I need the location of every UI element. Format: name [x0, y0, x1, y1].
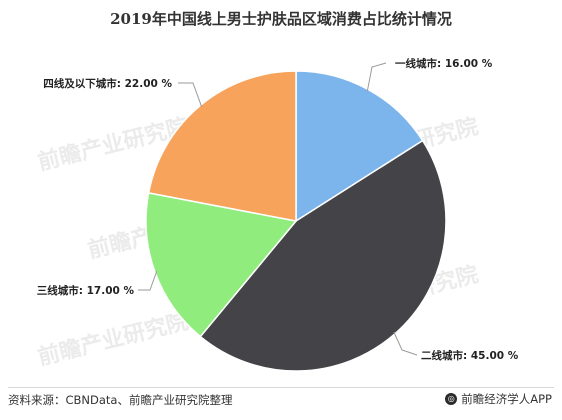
slice-label: 二线城市: 45.00 %: [421, 349, 519, 362]
pie-slice[interactable]: [147, 70, 297, 222]
watermark-text: 前瞻产业研究院: [35, 308, 191, 370]
pie-slices: [145, 70, 447, 372]
leader-line: [393, 331, 418, 356]
slice-labels: 一线城市: 16.00 % 二线城市: 45.00 % 三线城市: 17.00 % 四…: [37, 57, 519, 362]
source-text: CBNData、前瞻产业研究院整理: [65, 393, 233, 407]
footer-divider: [8, 387, 554, 388]
source-label: 资料来源：: [8, 393, 66, 407]
leader-line: [178, 82, 203, 108]
leader-line: [138, 270, 158, 291]
brand-text: 前瞻经济学人APP: [461, 392, 552, 406]
leader-lines: [138, 62, 418, 356]
chart-title: 2019年中国线上男士护肤品区域消费占比统计情况: [110, 10, 452, 28]
slice-label: 三线城市: 17.00 %: [37, 284, 135, 297]
leader-line: [366, 62, 387, 92]
pie-slice[interactable]: [295, 70, 424, 223]
pie-slice[interactable]: [145, 192, 298, 338]
source-note: 资料来源：CBNData、前瞻产业研究院整理: [8, 392, 232, 408]
pie-slice[interactable]: [199, 139, 447, 372]
brand-mark: ◎ 前瞻经济学人APP: [445, 391, 552, 407]
slice-label: 一线城市: 16.00 %: [395, 57, 493, 70]
qianzhan-logo-icon: ◎: [445, 393, 458, 405]
slice-label: 四线及以下城市: 22.00 %: [43, 77, 172, 90]
